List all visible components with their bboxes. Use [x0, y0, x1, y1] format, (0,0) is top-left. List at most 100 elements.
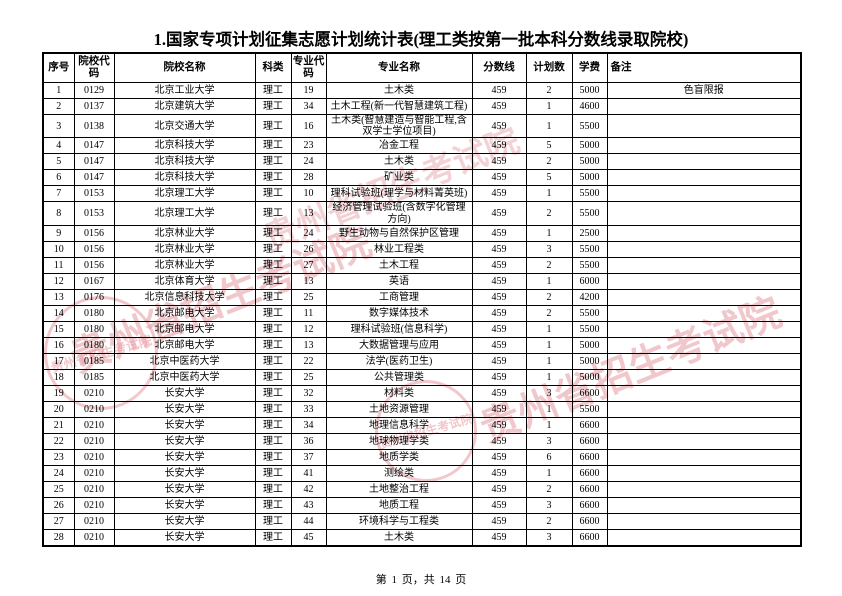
- cell-seq: 21: [42, 416, 75, 434]
- cell-category: 理工: [254, 137, 292, 155]
- cell-plan-count: 2: [525, 153, 573, 171]
- cell-school-code: 0156: [73, 224, 115, 242]
- cell-seq: 11: [42, 256, 75, 274]
- cell-plan-count: 6: [525, 448, 573, 466]
- cell-score-line: 459: [471, 416, 527, 434]
- cell-tuition: 6600: [571, 416, 608, 434]
- cell-school-code: 0138: [73, 113, 115, 139]
- cell-school-name: 北京中医药大学: [113, 352, 256, 370]
- table-row: 9 0156 北京林业大学 理工 24 野生动物与自然保护区管理 459 1 2500: [42, 224, 802, 242]
- cell-score-line: 459: [471, 272, 527, 290]
- cell-seq: 10: [42, 240, 75, 258]
- cell-school-name: 长安大学: [113, 448, 256, 466]
- cell-school-code: 0210: [73, 480, 115, 498]
- cell-category: 理工: [254, 352, 292, 370]
- cell-score-line: 459: [471, 288, 527, 306]
- plan-table-container: 序号 院校代码 院校名称 科类 专业代码 专业名称 分数线 计划数 学费 备注 …: [42, 52, 802, 547]
- table-row: 16 0180 北京邮电大学 理工 13 大数据管理与应用 459 1 5000: [42, 336, 802, 354]
- cell-category: 理工: [254, 416, 292, 434]
- cell-major-code: 33: [290, 400, 327, 418]
- cell-major-code: 23: [290, 137, 327, 155]
- cell-category: 理工: [254, 368, 292, 386]
- cell-remark: [606, 448, 802, 466]
- cell-plan-count: 2: [525, 480, 573, 498]
- cell-remark: [606, 432, 802, 450]
- cell-category: 理工: [254, 201, 292, 226]
- cell-plan-count: 1: [525, 272, 573, 290]
- cell-school-name: 长安大学: [113, 400, 256, 418]
- cell-school-name: 北京科技大学: [113, 153, 256, 171]
- cell-school-name: 北京工业大学: [113, 82, 256, 99]
- cell-plan-count: 2: [525, 304, 573, 322]
- footer-prefix: 第: [375, 574, 387, 586]
- cell-score-line: 459: [471, 496, 527, 514]
- cell-seq: 3: [42, 113, 75, 139]
- table-row: 6 0147 北京科技大学 理工 28 矿业类 459 5 5000: [42, 169, 802, 187]
- cell-tuition: 2500: [571, 224, 608, 242]
- cell-major-code: 28: [290, 169, 327, 187]
- table-row: 23 0210 长安大学 理工 37 地质学类 459 6 6600: [42, 448, 802, 466]
- cell-school-code: 0210: [73, 432, 115, 450]
- cell-remark: [606, 512, 802, 530]
- table-row: 5 0147 北京科技大学 理工 24 土木类 459 2 5000: [42, 153, 802, 171]
- cell-major-code: 27: [290, 256, 327, 274]
- cell-major-name: 土地资源管理: [325, 400, 473, 418]
- cell-category: 理工: [254, 320, 292, 338]
- cell-school-name: 北京理工大学: [113, 185, 256, 203]
- table-row: 24 0210 长安大学 理工 41 测绘类 459 1 6600: [42, 464, 802, 482]
- cell-remark: 色盲限报: [606, 82, 802, 99]
- cell-major-name: 测绘类: [325, 464, 473, 482]
- cell-major-name: 地理信息科学: [325, 416, 473, 434]
- cell-major-code: 19: [290, 82, 327, 99]
- table-header-row: 序号 院校代码 院校名称 科类 专业代码 专业名称 分数线 计划数 学费 备注: [42, 52, 802, 83]
- cell-major-code: 32: [290, 384, 327, 402]
- cell-seq: 9: [42, 224, 75, 242]
- cell-tuition: 6600: [571, 496, 608, 514]
- cell-tuition: 4600: [571, 98, 608, 115]
- column-header-school-name: 院校名称: [113, 52, 256, 83]
- cell-seq: 15: [42, 320, 75, 338]
- cell-remark: [606, 201, 802, 226]
- cell-school-code: 0180: [73, 304, 115, 322]
- cell-plan-count: 1: [525, 352, 573, 370]
- cell-category: 理工: [254, 288, 292, 306]
- cell-school-code: 0185: [73, 352, 115, 370]
- cell-major-name: 理科试验班(信息科学): [325, 320, 473, 338]
- cell-tuition: 5500: [571, 304, 608, 322]
- cell-school-name: 北京理工大学: [113, 201, 256, 226]
- cell-tuition: 6600: [571, 528, 608, 547]
- cell-remark: [606, 240, 802, 258]
- column-header-plan-count: 计划数: [525, 52, 573, 83]
- cell-school-code: 0176: [73, 288, 115, 306]
- cell-tuition: 5500: [571, 240, 608, 258]
- cell-category: 理工: [254, 384, 292, 402]
- cell-tuition: 5000: [571, 137, 608, 155]
- cell-major-name: 土木类(智慧建造与智能工程,含双学士学位项目): [325, 113, 473, 139]
- cell-major-name: 土木类: [325, 82, 473, 99]
- cell-school-name: 北京科技大学: [113, 137, 256, 155]
- cell-major-code: 34: [290, 416, 327, 434]
- cell-plan-count: 2: [525, 288, 573, 306]
- cell-seq: 27: [42, 512, 75, 530]
- cell-score-line: 459: [471, 304, 527, 322]
- cell-category: 理工: [254, 153, 292, 171]
- cell-major-name: 土木类: [325, 528, 473, 547]
- cell-category: 理工: [254, 336, 292, 354]
- cell-major-code: 13: [290, 272, 327, 290]
- cell-major-name: 数字媒体技术: [325, 304, 473, 322]
- page-footer: 第 1 页，共 14 页: [0, 571, 842, 587]
- cell-category: 理工: [254, 224, 292, 242]
- column-header-tuition: 学费: [571, 52, 608, 83]
- cell-remark: [606, 256, 802, 274]
- table-row: 10 0156 北京林业大学 理工 26 林业工程类 459 3 5500: [42, 240, 802, 258]
- cell-score-line: 459: [471, 224, 527, 242]
- cell-major-code: 34: [290, 98, 327, 115]
- table-row: 21 0210 长安大学 理工 34 地理信息科学 459 1 6600: [42, 416, 802, 434]
- cell-school-code: 0156: [73, 240, 115, 258]
- cell-plan-count: 3: [525, 384, 573, 402]
- cell-plan-count: 3: [525, 240, 573, 258]
- table-row: 20 0210 长安大学 理工 33 土地资源管理 459 1 5500: [42, 400, 802, 418]
- cell-major-name: 土木工程(新一代智慧建筑工程): [325, 98, 473, 115]
- cell-major-name: 野生动物与自然保护区管理: [325, 224, 473, 242]
